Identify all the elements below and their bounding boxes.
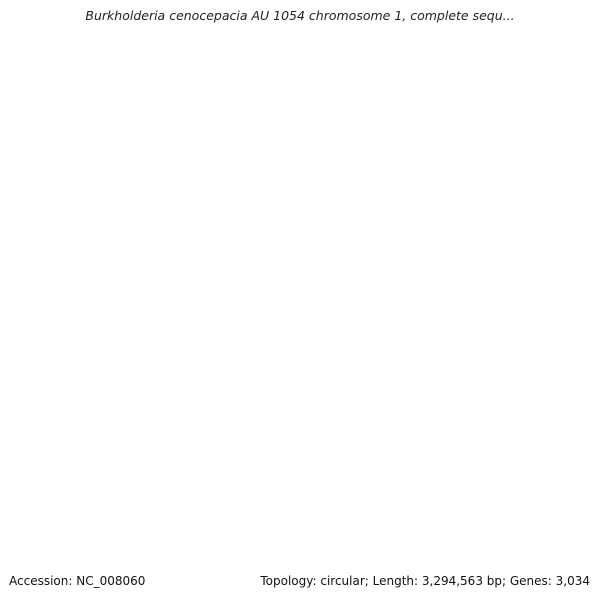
accession-label: Accession: NC_008060 [9, 574, 146, 588]
map-title: Burkholderia cenocepacia AU 1054 chromos… [85, 8, 515, 23]
topology-summary: Topology: circular; Length: 3,294,563 bp… [260, 574, 590, 588]
